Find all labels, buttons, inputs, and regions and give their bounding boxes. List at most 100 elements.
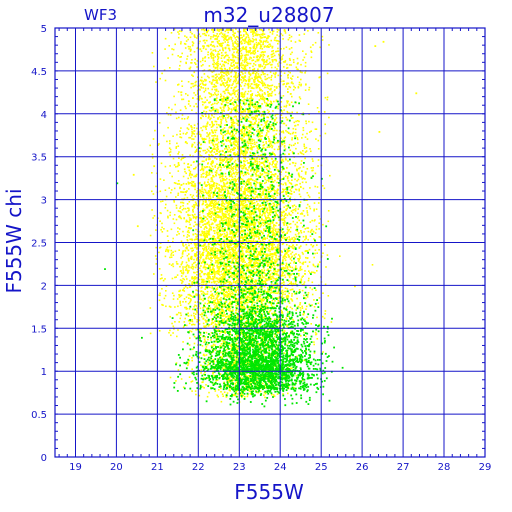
data-point [268,43,270,46]
data-point [219,266,221,268]
data-point [180,184,183,186]
data-point [235,141,238,143]
data-point [221,103,223,106]
data-point [186,131,188,134]
data-point [273,217,276,220]
data-point [266,247,268,249]
data-point [280,101,283,103]
data-point [259,135,262,138]
data-point [229,266,231,268]
data-point [227,91,229,94]
data-point [221,177,224,180]
data-point [202,215,205,217]
data-point [233,147,235,150]
data-point [292,269,295,272]
data-point [207,192,210,194]
data-point [177,192,180,195]
data-point [232,132,234,135]
data-point [249,258,251,261]
data-point [202,247,204,250]
data-point [314,185,316,188]
data-point [214,189,217,192]
data-point [172,157,175,160]
data-point [292,82,294,85]
data-point [218,269,220,271]
data-point [155,229,157,231]
data-point [181,191,184,193]
data-point [278,297,281,299]
data-point [244,146,246,149]
data-point [240,188,242,190]
data-point [288,256,290,258]
data-point [271,299,274,302]
data-point [251,138,254,141]
data-point [183,197,186,200]
data-point [212,109,215,111]
data-point [240,314,243,317]
data-point [244,273,246,276]
data-point [260,249,262,251]
data-point [205,125,207,128]
data-point [284,216,287,219]
data-point [268,206,271,209]
data-point [239,200,242,203]
data-point [250,248,252,251]
data-point [181,80,183,82]
data-point [224,266,227,268]
data-point [212,345,214,347]
data-point [317,32,320,34]
data-point [213,116,215,118]
data-point [249,216,251,218]
data-point [286,311,289,313]
data-point [214,134,216,137]
data-point [227,163,229,166]
data-point [215,73,218,76]
data-point [236,226,239,228]
data-point [203,261,205,264]
data-point [227,303,230,305]
data-point [277,274,280,276]
data-point [203,181,206,184]
data-point [241,236,244,238]
data-point [265,219,268,222]
data-point [265,102,268,105]
data-point [254,234,256,237]
data-point [256,126,259,128]
data-point [224,301,227,303]
data-point [190,82,193,85]
data-point [208,158,210,161]
data-point [151,157,154,159]
data-point [194,246,196,249]
data-point [210,216,212,218]
data-point [286,226,289,228]
data-point [244,322,246,325]
data-point [216,394,219,397]
data-point [292,278,294,280]
data-point [252,271,254,274]
data-point [263,211,265,214]
data-point [271,338,273,341]
data-point [236,169,238,171]
data-point [235,107,237,109]
data-point [260,166,263,168]
data-point [149,332,152,335]
data-point [204,185,207,187]
data-point [303,281,306,283]
data-point [230,125,233,128]
data-point [255,33,258,35]
data-point [307,230,310,233]
data-point [277,185,280,187]
data-point [233,246,235,248]
data-point [302,187,305,190]
data-point [305,250,308,252]
data-point [285,256,288,258]
data-point [228,309,230,312]
data-point [246,33,249,36]
data-point [218,285,221,287]
data-point [264,392,267,395]
data-point [284,136,287,138]
data-point [242,35,245,37]
data-point [248,38,251,41]
data-point [274,159,277,162]
data-point [209,189,211,191]
